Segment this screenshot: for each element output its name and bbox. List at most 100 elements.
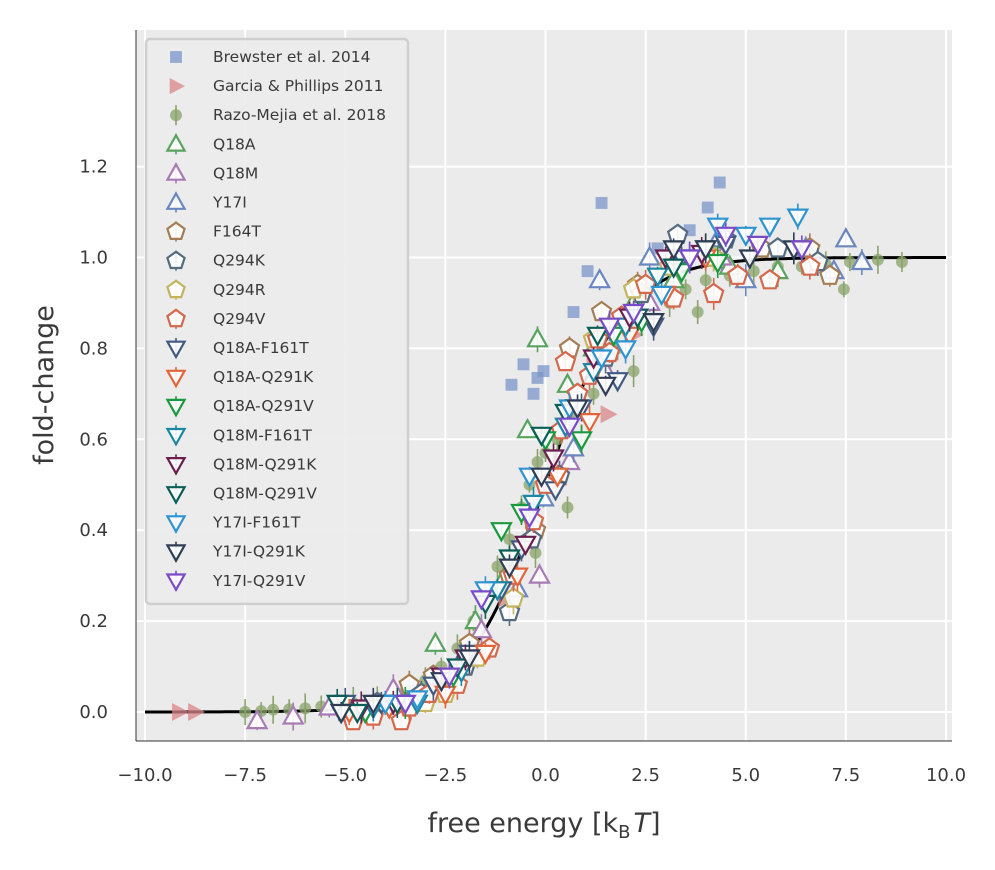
data-point [598,317,621,338]
data-point [531,371,544,384]
data-point [566,399,589,420]
legend-label: Y17I [212,194,247,212]
legend-marker [170,51,182,63]
data-point [517,358,530,371]
y-tick-label: 1.2 [79,157,108,178]
data-point [527,387,540,400]
data-point [694,240,718,261]
data-point [786,208,810,229]
data-point [530,426,553,448]
data-point [662,240,686,261]
data-point [600,405,618,424]
legend: Brewster et al. 2014 Garcia & Phillips 20… [144,37,410,606]
legend-marker [170,109,182,122]
data-point [642,313,665,334]
data-point [561,501,574,514]
x-axis-label: free energy [kB T] [427,808,660,843]
data-point [474,644,497,666]
data-point [530,467,553,488]
legend-label: Q294V [213,310,266,328]
legend-marker [165,191,187,210]
data-point [622,303,645,325]
x-axis-label-close: ] [650,808,661,839]
x-tick-label: 5.0 [731,765,760,786]
data-point [172,703,189,721]
data-point [699,274,712,287]
data-point [595,197,608,209]
legend-label: Q18M-Q291V [213,485,317,503]
data-point [588,267,611,289]
data-point [871,253,884,266]
data-point [837,283,850,296]
legend-label: F164T [213,223,262,241]
data-point [627,365,640,378]
legend-label: Q18A [213,135,256,153]
legend-marker [165,162,187,181]
legend-label: Q294R [213,281,266,299]
legend-label: Q18A-Q291K [213,368,314,386]
y-tick-label: 0.0 [79,702,108,723]
x-axis-label-text: free energy [k [427,808,618,839]
data-point [581,265,594,278]
x-tick-label: −10.0 [117,765,172,786]
x-axis-label-subscript: B [618,822,630,843]
data-point [470,617,493,639]
data-point [790,240,814,261]
series-18 [393,222,814,716]
y-tick-label: 0.2 [79,611,108,632]
data-point [498,558,521,579]
data-point [746,235,770,257]
data-point [646,267,669,288]
data-point [819,264,841,285]
data-point [759,268,781,290]
legend-marker [165,427,187,447]
x-axis-label-variable: T [633,808,652,839]
data-point [638,245,661,266]
legend-marker [166,221,186,240]
data-point [491,560,504,573]
data-point [239,706,252,718]
legend-label: Y17I-Q291K [212,543,306,561]
data-point [843,256,856,268]
data-point [587,387,600,400]
data-point [458,649,481,670]
data-point [542,449,565,470]
data-point [537,365,550,378]
data-point [361,694,385,716]
y-tick-label: 0.4 [79,520,108,541]
x-tick-labels: −10.0 −7.5 −5.0 −2.5 0.0 2.5 5.0 7.5 10.0 [117,765,966,786]
data-point [424,631,447,652]
data-point [470,590,493,611]
data-point [529,546,542,559]
data-point [567,306,580,318]
x-tick-label: 7.5 [832,765,861,786]
legend-label: Q18A-Q291V [213,397,314,415]
data-point [393,694,417,716]
data-point [651,242,664,255]
data-point [594,376,617,398]
data-point [438,667,461,688]
legend-marker [165,486,187,505]
series-0 [505,176,726,400]
data-point [738,249,762,270]
data-point [299,702,312,715]
data-point [706,253,730,275]
y-tick-label: 1.0 [79,248,108,269]
data-point [895,256,908,268]
data-point [490,522,513,543]
y-tick-label: 0.6 [79,429,108,450]
data-point [586,326,609,348]
data-point [726,264,749,285]
data-point [188,703,206,721]
legend-label: Brewster et al. 2014 [213,48,371,66]
legend-label: Y17I-Q291V [212,572,306,590]
data-point [245,708,269,730]
x-tick-label: 2.5 [631,765,660,786]
y-tick-label: 0.8 [79,338,108,359]
data-point [562,436,585,457]
legend-label: Q18M [213,164,258,182]
data-point [514,535,537,557]
legend-marker [165,515,187,534]
legend-marker [165,398,187,418]
